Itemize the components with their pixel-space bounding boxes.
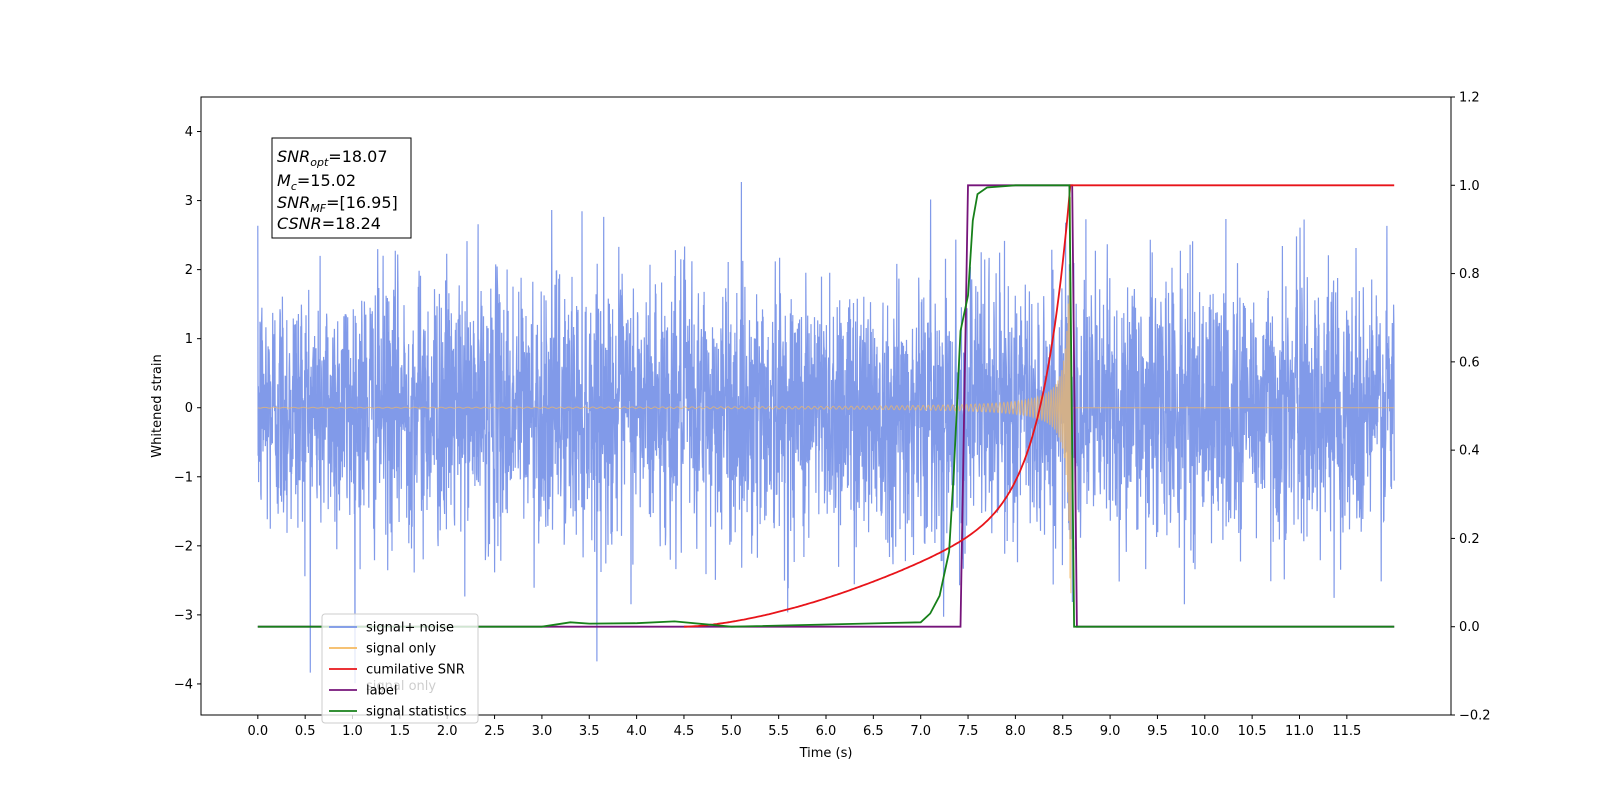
x-tick-label: 4.5 [674,724,695,739]
signal-statisticsline [257,184,1395,628]
y2-tick-label: 0.6 [1459,355,1480,370]
annotation-line3-sub: MF [310,202,326,215]
svg-text:Mc=15.02: Mc=15.02 [277,171,356,193]
noise-series [257,181,1395,684]
y-axis-ticks: −4 −3 −2 −1 0 1 2 3 4 [174,125,201,692]
x-tick-label: 5.0 [721,724,742,739]
annotation-line1-base: SNR [277,147,310,166]
x-tick-label: 6.0 [816,724,837,739]
x-tick-label: 3.5 [579,724,600,739]
y-tick-label: 1 [185,332,193,347]
y-tick-label: −2 [174,539,193,554]
svg-text:CSNR=18.24: CSNR=18.24 [277,214,381,233]
legend-ghost-text: signal only [366,679,436,694]
x-tick-label: 8.0 [1005,724,1026,739]
svg-text:SNRopt=18.07: SNRopt=18.07 [277,147,388,169]
x-tick-label: 9.0 [1100,724,1121,739]
y2-tick-label: 1.2 [1459,91,1480,106]
legend-label: signal statistics [366,705,467,720]
annotation-box: SNRopt=18.07 Mc=15.02 SNRMF=[16.95] CSNR… [271,137,412,239]
x-tick-label: 10.5 [1238,724,1267,739]
y-tick-label: 0 [185,401,193,416]
y-axis-label: Whitened strain [150,354,165,457]
x-tick-label: 6.5 [863,724,884,739]
x-tick-label: 2.5 [484,724,505,739]
x-tick-label: 4.0 [626,724,647,739]
annotation-line2-sub: c [291,180,297,193]
x-tick-label: 0.0 [247,724,268,739]
annotation-line2-value: =15.02 [297,171,356,190]
y-tick-label: 4 [185,125,193,140]
y2-tick-label: 0.0 [1459,620,1480,635]
cumilative-snrline [684,184,1395,628]
annotation-line3-base: SNR [277,193,310,212]
x-tick-label: 7.5 [958,724,979,739]
y-tick-label: 2 [185,263,193,278]
y2-tick-label: 0.4 [1459,444,1480,459]
x-axis-label: Time (s) [799,746,853,761]
x-tick-label: 2.0 [437,724,458,739]
y2-tick-label: 0.2 [1459,532,1480,547]
annotation-line1-value: =18.07 [328,147,387,166]
x-tick-label: 11.5 [1332,724,1361,739]
annotation-line1-sub: opt [310,156,329,169]
x-tick-label: 8.5 [1052,724,1073,739]
legend-label: signal+ noise [366,621,454,636]
y-tick-label: 3 [185,194,193,209]
annotation-line4-base: CSNR [277,214,322,233]
x-tick-label: 1.0 [342,724,363,739]
signal-only-series [257,197,1395,594]
x-tick-label: 3.0 [532,724,553,739]
noise-line [257,181,1395,684]
x-axis-ticks: 0.0 0.5 1.0 1.5 2.0 2.5 3.0 3.5 4.0 4.5 5.0 5.5 6.0 6… [247,715,1361,739]
y-tick-label: −4 [174,677,193,692]
y2-tick-label: −0.2 [1459,709,1491,724]
signal-only-line [257,197,1395,594]
annotation-line2-base: M [277,171,291,190]
legend-label: cumilative SNR [366,663,465,678]
y-tick-label: −1 [174,470,193,485]
x-tick-label: 11.0 [1285,724,1314,739]
y2-tick-label: 1.0 [1459,179,1480,194]
x-tick-label: 5.5 [768,724,789,739]
annotation-line3-value: =[16.95] [326,193,398,212]
x-tick-label: 7.0 [910,724,931,739]
x-tick-label: 1.5 [390,724,411,739]
y-tick-label: −3 [174,608,193,623]
legend-label: signal only [366,642,436,657]
x-tick-label: 0.5 [295,724,316,739]
annotation-line4-value: =18.24 [322,214,381,233]
x-tick-label: 9.5 [1147,724,1168,739]
svg-text:SNRMF=[16.95]: SNRMF=[16.95] [277,193,398,215]
y2-tick-label: 0.8 [1459,267,1480,282]
x-tick-label: 10.0 [1190,724,1219,739]
legend-label: label [366,684,397,699]
right-axis-series [257,184,1395,628]
right-y-axis-ticks: −0.2 0.0 0.2 0.4 0.6 0.8 1.0 1.2 [1451,91,1491,724]
